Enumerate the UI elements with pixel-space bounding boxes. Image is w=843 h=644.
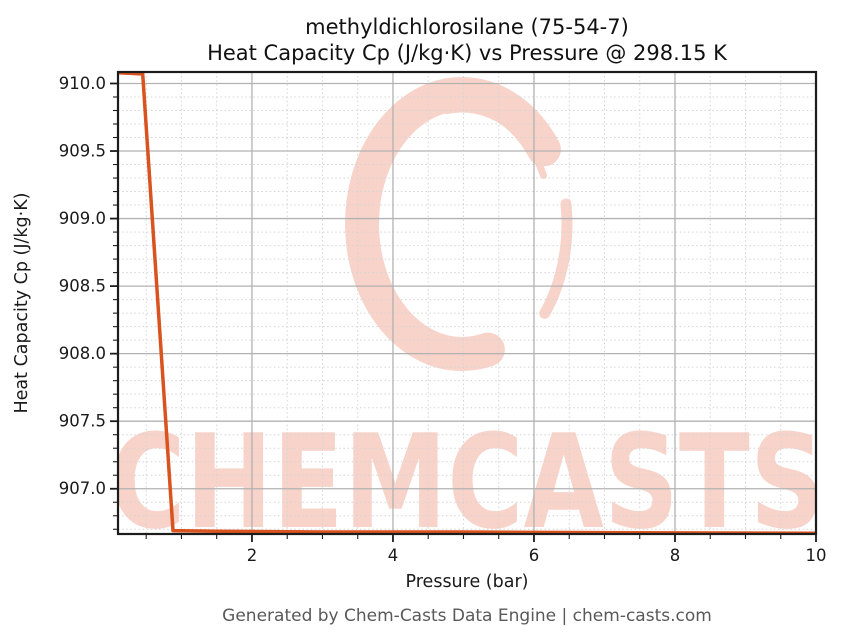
y-tick-label: 910.0 (59, 74, 106, 93)
x-tick-label: 10 (806, 546, 827, 565)
x-tick-label: 6 (529, 546, 540, 565)
x-tick-label: 4 (388, 546, 399, 565)
series-line-0 (117, 70, 817, 536)
x-tick-label: 2 (247, 546, 258, 565)
watermark-text: CHEMCASTS (109, 407, 824, 558)
axes-spines (116, 70, 818, 536)
watermark-ring-inner-icon (442, 105, 548, 179)
y-tick-label: 907.0 (59, 479, 106, 498)
x-tick-label: 8 (670, 546, 681, 565)
y-axis-title: Heat Capacity Cp (J/kg·K) (12, 192, 32, 414)
chart-title: methyldichlorosilane (75-54-7) Heat Capa… (118, 14, 816, 66)
chart-title-line2: Heat Capacity Cp (J/kg·K) vs Pressure @ … (207, 41, 727, 65)
watermark: CHEMCASTS (109, 77, 824, 558)
tick-marks (110, 82, 817, 542)
y-tick-label: 908.0 (59, 344, 106, 363)
y-tick-label: 907.5 (59, 412, 106, 431)
footer-credit: Generated by Chem-Casts Data Engine | ch… (222, 606, 712, 626)
x-axis-title: Pressure (bar) (405, 572, 529, 592)
watermark-ring-tail-icon (539, 198, 573, 319)
grid-minor (118, 72, 816, 534)
watermark-ring-icon (345, 77, 561, 371)
chart-title-line1: methyldichlorosilane (75-54-7) (305, 15, 629, 39)
y-tick-label: 909.5 (59, 142, 106, 161)
y-tick-label: 908.5 (59, 277, 106, 296)
y-tick-label: 909.0 (59, 209, 106, 228)
